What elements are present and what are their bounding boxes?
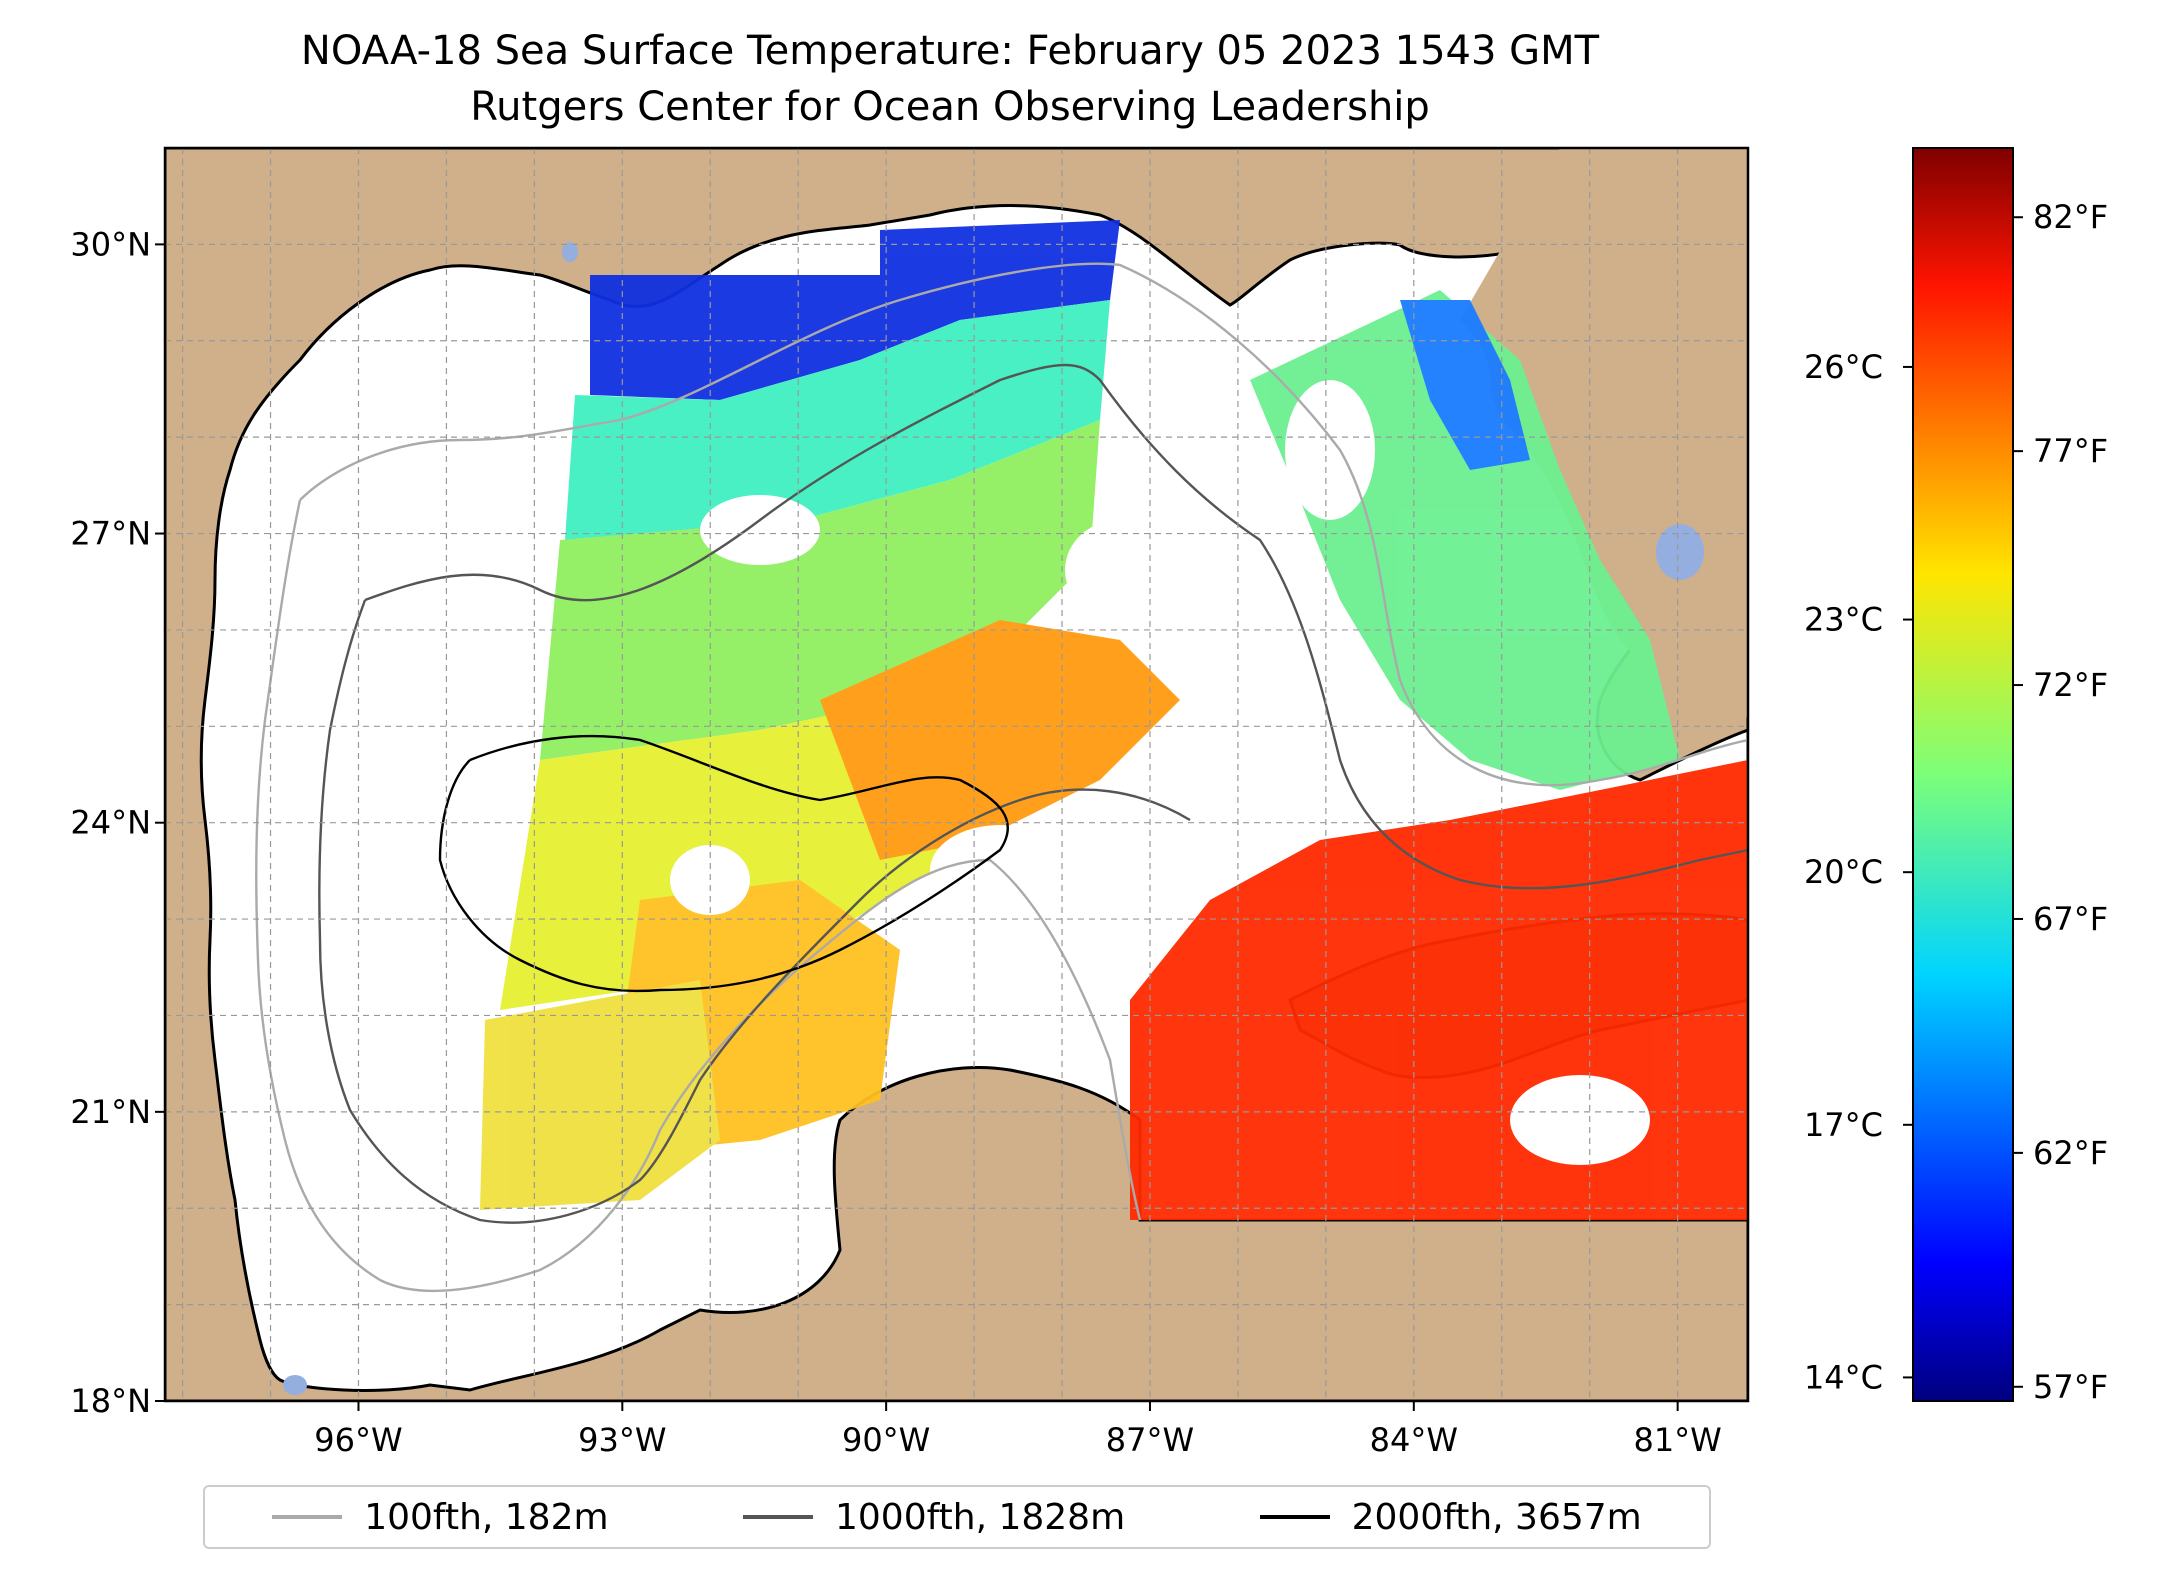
colorbar-celsius-label: 20°C [1804,853,1883,891]
contour-2000fth [438,734,1010,993]
sst-overlay [480,220,1748,1220]
colorbar [1912,147,2014,1402]
map-title: NOAA-18 Sea Surface Temperature: Februar… [300,28,1600,74]
lat-tick-label: 24°N [70,804,151,842]
colorbar-fahrenheit-label: 57°F [2033,1368,2108,1406]
contour-100fth [255,262,1748,1293]
legend-item-100fth: 100fth, 182m [272,1496,609,1538]
lake-okeechobee [1656,524,1704,580]
colorbar-celsius-label: 14°C [1804,1358,1883,1396]
map-subtitle: Rutgers Center for Ocean Observing Leade… [470,84,1430,130]
colorbar-celsius-label: 17°C [1804,1106,1883,1144]
colorbar-fahrenheit-label: 62°F [2033,1134,2108,1172]
longitude-labels: 96°W 93°W 90°W 87°W 84°W 81°W [314,1401,1722,1459]
colorbar-fahrenheit-label: 82°F [2033,198,2108,236]
lon-tick-label: 96°W [314,1421,402,1459]
lon-tick-label: 87°W [1106,1421,1194,1459]
legend-swatch-1000fth [742,1515,813,1519]
latitude-labels: 30°N 27°N 24°N 21°N 18°N [70,225,165,1420]
colorbar-fahrenheit-label: 67°F [2033,900,2108,938]
lat-tick-label: 21°N [70,1093,151,1131]
cloud-3 [1285,380,1375,520]
lake-small-2 [283,1375,307,1395]
lon-tick-label: 93°W [578,1421,666,1459]
cloud-4 [700,495,820,565]
colorbar-celsius-label: 23°C [1804,601,1883,639]
cloud-8 [1360,750,1480,810]
bathymetry-contours [255,262,1748,1293]
map-frame [163,146,1750,1403]
sst-blue-east [1400,300,1530,470]
colorbar-fahrenheit-labels: 82°F 77°F 72°F 67°F 62°F 57°F [2013,198,2108,1406]
legend-label-2000fth: 2000fth, 3657m [1351,1496,1642,1538]
contour-1000fth [318,363,1748,1224]
legend-label-100fth: 100fth, 182m [364,1496,609,1538]
colorbar-celsius-label: 26°C [1804,348,1883,386]
legend-swatch-2000fth [1259,1515,1330,1519]
lon-tick-label: 90°W [842,1421,930,1459]
cloud-2 [1190,575,1310,665]
cloud-9 [1010,970,1110,1050]
legend-item-2000fth: 2000fth, 3657m [1259,1496,1642,1538]
lat-tick-label: 30°N [70,225,151,263]
lat-tick-label: 27°N [70,515,151,553]
sst-cold-north [590,220,1120,400]
sst-orange-1 [820,620,1180,860]
lon-tick-label: 84°W [1370,1421,1458,1459]
legend-label-1000fth: 1000fth, 1828m [834,1496,1126,1538]
colorbar-celsius-labels: 26°C 23°C 20°C 17°C 14°C [1804,348,1913,1396]
contour-legend: 100fth, 182m 1000fth, 1828m 2000fth, 365… [203,1485,1711,1549]
legend-item-1000fth: 1000fth, 1828m [742,1496,1126,1538]
cloud-7 [1510,1075,1650,1165]
lake-small-1 [562,242,578,262]
colorbar-fahrenheit-label: 77°F [2033,432,2108,470]
colorbar-fahrenheit-label: 72°F [2033,666,2108,704]
cloud-1 [1065,520,1175,620]
lon-tick-label: 81°W [1633,1421,1721,1459]
lat-tick-label: 18°N [70,1382,151,1420]
legend-swatch-100fth [272,1515,343,1519]
sst-green [540,420,1100,760]
